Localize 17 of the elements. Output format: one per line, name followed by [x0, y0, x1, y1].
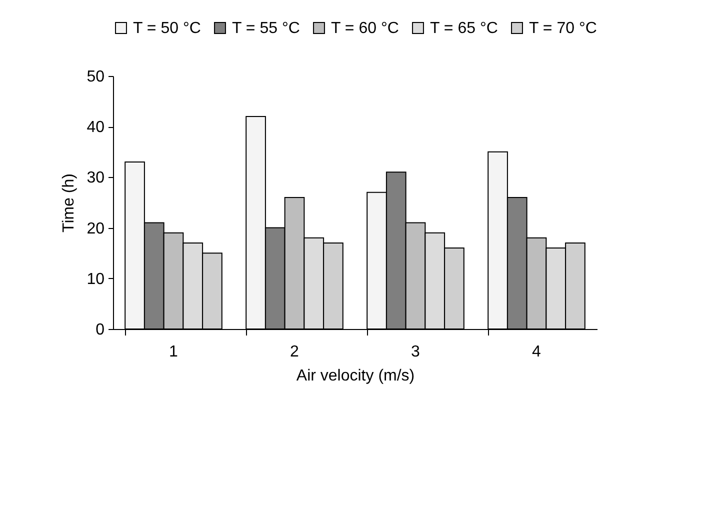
legend-label: T = 70 °C — [529, 20, 597, 37]
legend-label: T = 60 °C — [331, 20, 399, 37]
y-tick-label: 0 — [96, 322, 105, 338]
y-tick-label: 40 — [86, 119, 105, 136]
y-tick-label: 10 — [86, 270, 105, 288]
legend-label: T = 65 °C — [430, 20, 498, 37]
y-tick-label: 20 — [86, 220, 105, 238]
x-tick-label: 2 — [290, 344, 300, 360]
y-axis-title: Time (h) — [60, 174, 78, 232]
x-axis-title: Air velocity (m/s) — [296, 368, 415, 384]
x-tick-label: 4 — [532, 344, 542, 360]
x-tick-label: 1 — [169, 344, 178, 360]
legend-label: T = 50 °C — [133, 20, 201, 37]
legend-label: T = 55 °C — [232, 20, 300, 37]
y-tick-label: 50 — [86, 68, 105, 86]
x-tick-label: 3 — [411, 344, 420, 360]
y-tick-label: 30 — [86, 170, 105, 187]
